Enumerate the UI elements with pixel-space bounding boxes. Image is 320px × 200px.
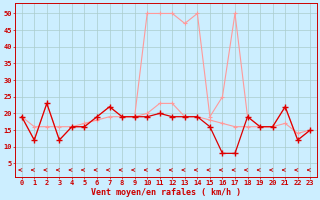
X-axis label: Vent moyen/en rafales ( km/h ): Vent moyen/en rafales ( km/h ) — [91, 188, 241, 197]
